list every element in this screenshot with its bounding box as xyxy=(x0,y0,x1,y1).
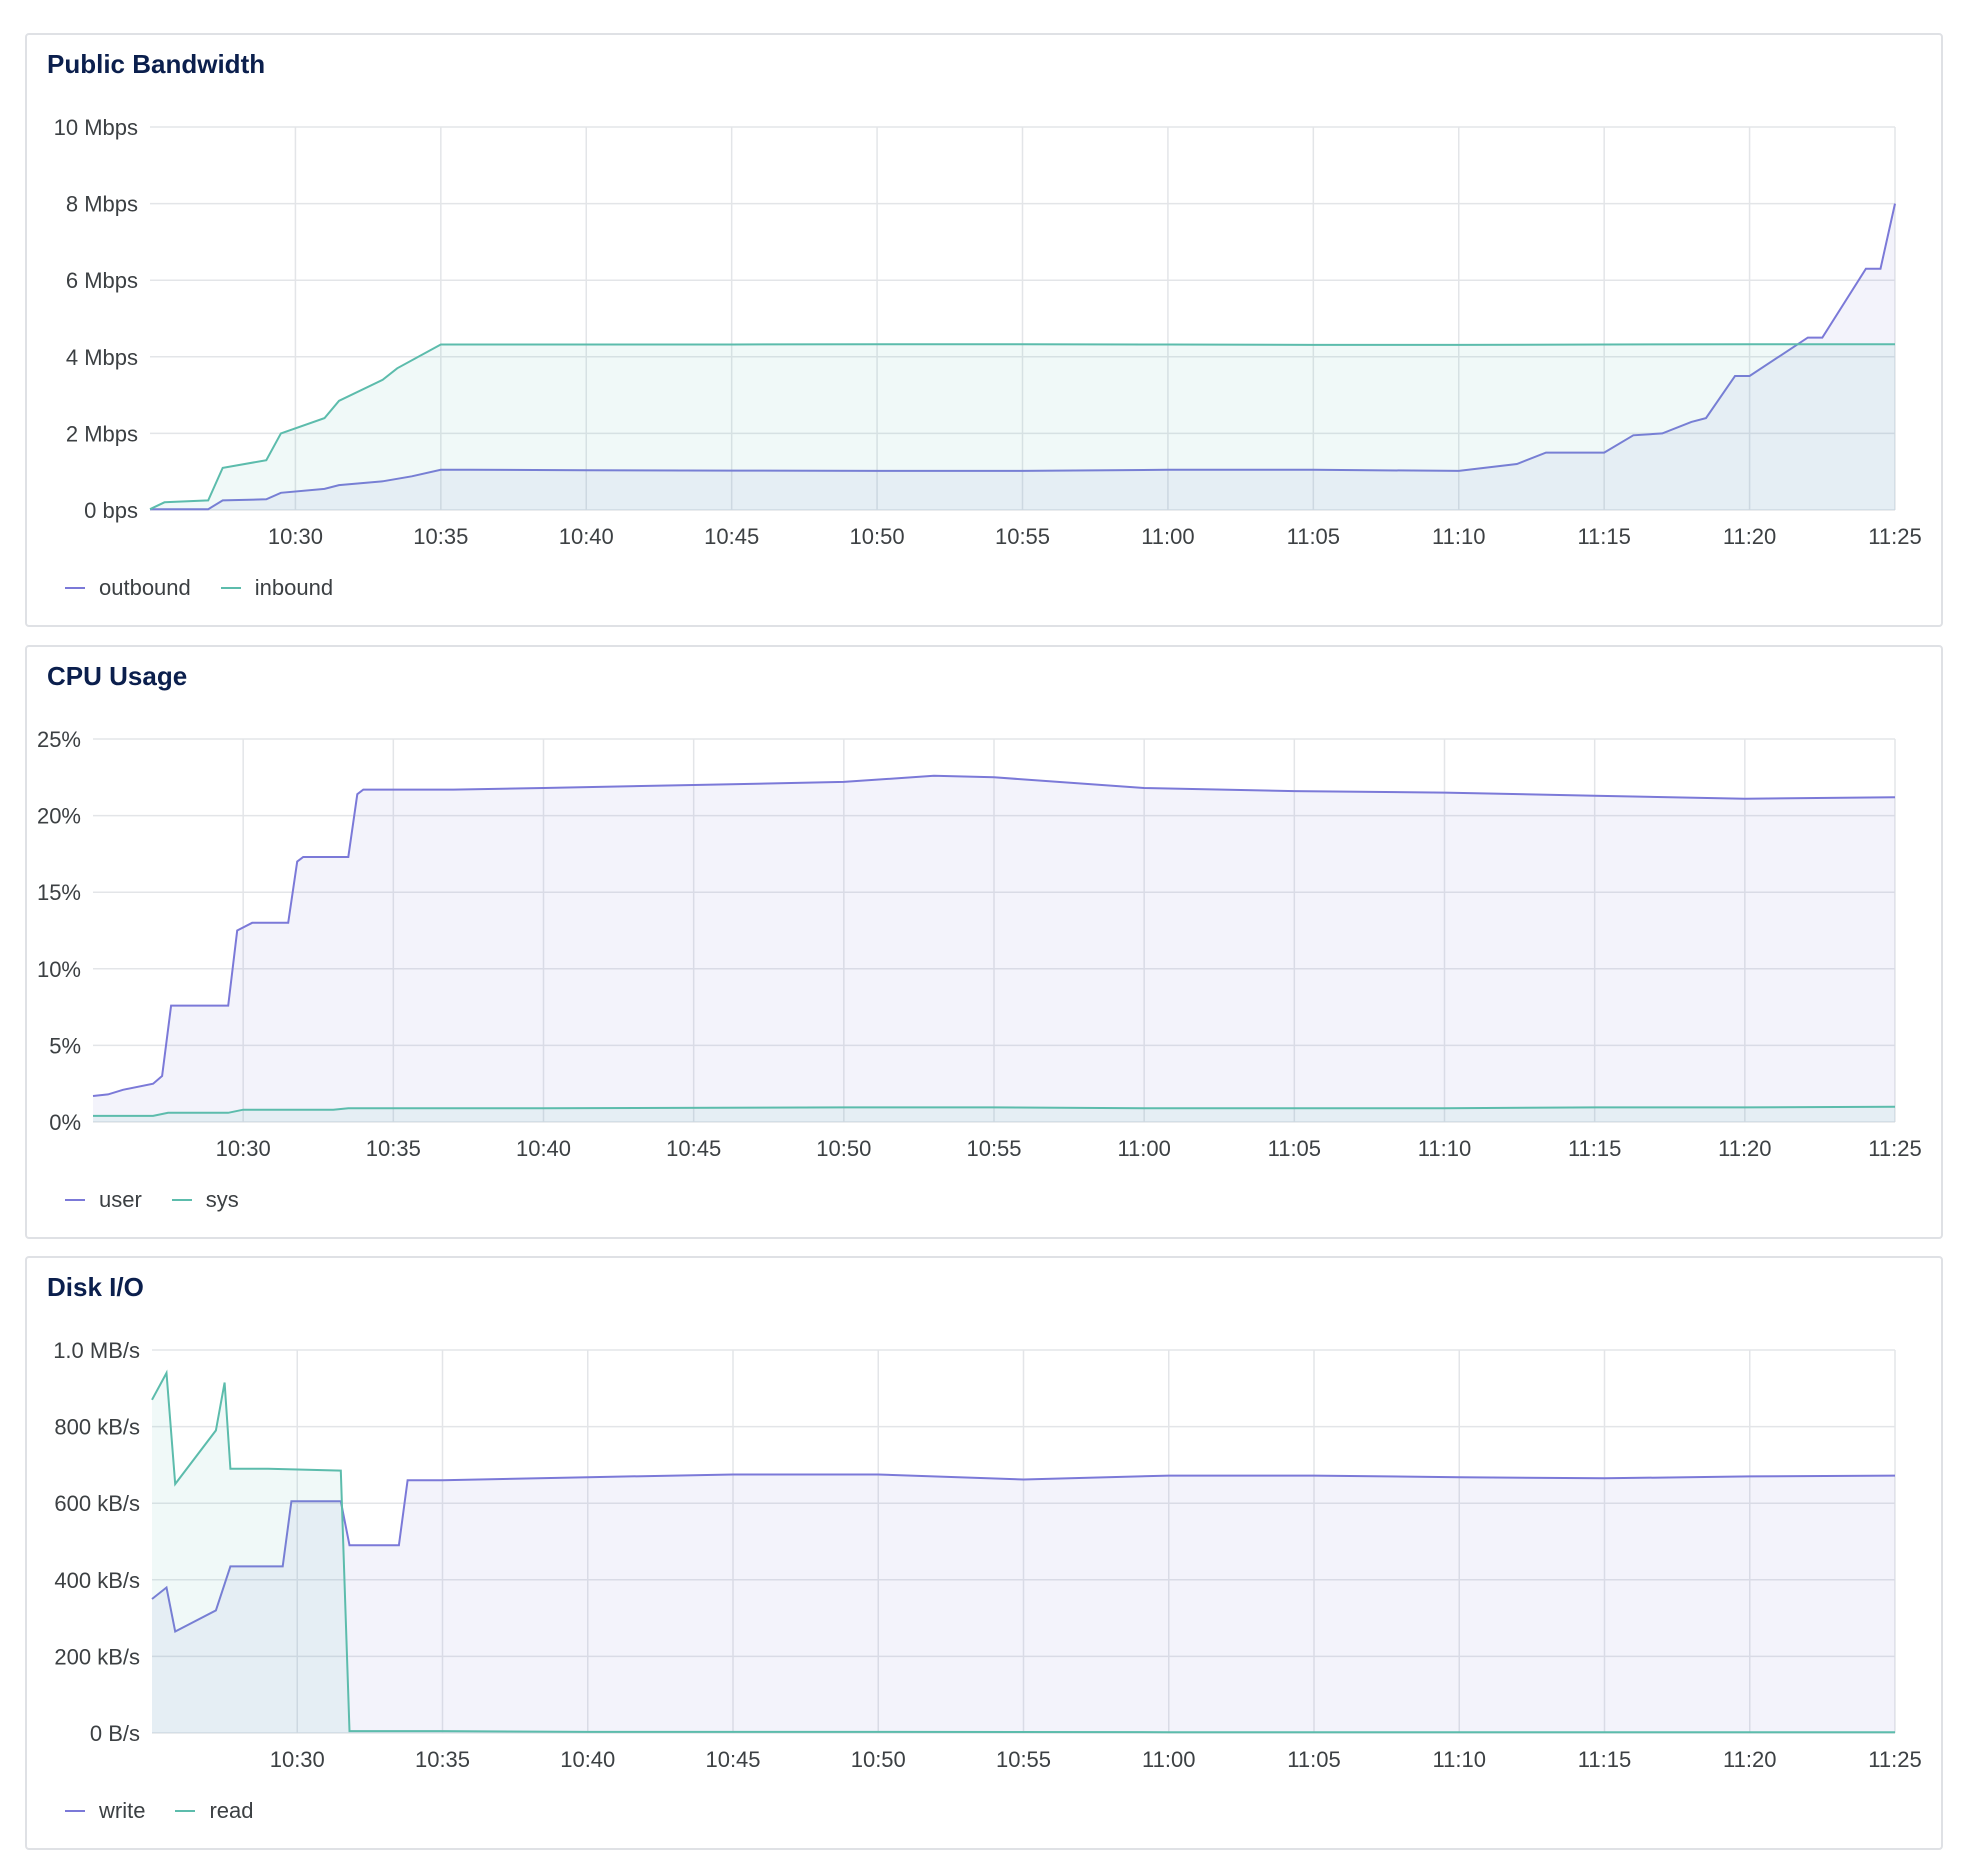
x-tick-label: 11:25 xyxy=(1868,524,1921,549)
y-tick-label: 6 Mbps xyxy=(66,268,138,293)
series-line-sys[interactable] xyxy=(93,1105,1896,1117)
x-tick-label: 11:05 xyxy=(1268,1136,1321,1161)
line-swatch-icon xyxy=(65,1199,85,1201)
y-tick-label: 0% xyxy=(49,1110,81,1135)
x-tick-label: 10:45 xyxy=(666,1136,721,1161)
y-tick-label: 25% xyxy=(37,727,81,752)
x-tick-label: 10:55 xyxy=(996,1747,1051,1772)
disk-io-chart: 0 B/s 200 kB/s 400 kB/s 600 kB/s 800 kB/s 1.0… xyxy=(53,1338,1922,1772)
panel-public-bandwidth: Public Bandwidth 0 bps 2 Mbps 4 Mbps 6 Mbps… xyxy=(25,33,1943,627)
y-tick-label: 0 bps xyxy=(84,498,138,523)
x-tick-label: 10:50 xyxy=(816,1136,871,1161)
chart-title: Public Bandwidth xyxy=(47,49,266,79)
legend-item-user[interactable]: user xyxy=(65,1187,142,1213)
x-tick-label: 11:00 xyxy=(1142,1747,1195,1772)
y-tick-label: 10% xyxy=(37,957,81,982)
series-area-inbound xyxy=(150,344,1895,510)
x-tick-label: 11:10 xyxy=(1433,1747,1486,1772)
cpu-usage-chart: 0% 5% 10% 15% 20% 25% 10:30 10:35 10:40 10:45 10:5… xyxy=(37,727,1922,1161)
x-tick-label: 11:05 xyxy=(1287,1747,1340,1772)
x-tick-label: 10:30 xyxy=(268,524,323,549)
x-tick-label: 11:05 xyxy=(1287,524,1340,549)
y-tick-label: 4 Mbps xyxy=(66,345,138,370)
y-tick-label: 10 Mbps xyxy=(54,115,138,140)
x-tick-label: 10:40 xyxy=(560,1747,615,1772)
x-tick-label: 10:35 xyxy=(366,1136,421,1161)
legend-item-read[interactable]: read xyxy=(175,1798,254,1824)
x-tick-label: 10:35 xyxy=(415,1747,470,1772)
line-swatch-icon xyxy=(65,1810,85,1812)
chart-legend: outbound inbound xyxy=(65,575,363,601)
x-tick-label: 10:40 xyxy=(559,524,614,549)
legend-label: user xyxy=(99,1187,142,1212)
bandwidth-chart: 0 bps 2 Mbps 4 Mbps 6 Mbps 8 Mbps 10 Mbps 10:3… xyxy=(54,115,1922,549)
x-tick-label: 10:35 xyxy=(413,524,468,549)
line-swatch-icon xyxy=(171,1199,192,1201)
y-tick-label: 20% xyxy=(37,804,81,829)
panel-cpu-usage: CPU Usage 0% 5% 10% 15% 20% 25% 10:30 10:35 10:4… xyxy=(25,645,1943,1239)
x-tick-label: 11:00 xyxy=(1141,524,1194,549)
y-tick-label: 2 Mbps xyxy=(66,421,138,446)
x-tick-label: 10:40 xyxy=(516,1136,571,1161)
x-tick-label: 11:15 xyxy=(1568,1136,1621,1161)
x-tick-label: 10:55 xyxy=(966,1136,1021,1161)
y-tick-label: 400 kB/s xyxy=(54,1568,140,1593)
panel-disk-io: Disk I/O 0 B/s 200 kB/s 400 kB/s 600 kB/s 80… xyxy=(25,1256,1943,1850)
x-tick-label: 11:20 xyxy=(1723,1747,1776,1772)
chart-title: Disk I/O xyxy=(47,1272,144,1302)
y-tick-label: 0 B/s xyxy=(90,1721,140,1746)
y-tick-label: 600 kB/s xyxy=(54,1491,140,1516)
y-tick-label: 200 kB/s xyxy=(54,1644,140,1669)
x-tick-label: 11:20 xyxy=(1723,524,1776,549)
x-tick-label: 11:25 xyxy=(1868,1136,1921,1161)
legend-label: outbound xyxy=(99,575,191,600)
legend-label: inbound xyxy=(254,575,334,600)
y-tick-label: 800 kB/s xyxy=(54,1415,140,1440)
x-tick-label: 11:00 xyxy=(1117,1136,1170,1161)
series-area-outbound xyxy=(150,203,1895,510)
y-tick-label: 15% xyxy=(37,880,81,905)
legend-item-inbound[interactable]: inbound xyxy=(220,575,334,601)
x-tick-label: 10:50 xyxy=(851,1747,906,1772)
legend-label: write xyxy=(99,1798,146,1823)
line-swatch-icon xyxy=(220,587,241,589)
x-tick-label: 11:15 xyxy=(1577,524,1630,549)
series-area-sys xyxy=(93,1106,1895,1122)
legend-item-outbound[interactable]: outbound xyxy=(65,575,191,601)
y-tick-label: 8 Mbps xyxy=(66,192,138,217)
x-tick-label: 11:15 xyxy=(1578,1747,1631,1772)
x-tick-label: 11:20 xyxy=(1718,1136,1771,1161)
y-tick-label: 5% xyxy=(49,1033,81,1058)
line-swatch-icon xyxy=(175,1810,196,1812)
x-tick-label: 10:30 xyxy=(216,1136,271,1161)
x-tick-label: 10:50 xyxy=(850,524,905,549)
series-line-read[interactable] xyxy=(151,1369,1895,1734)
series-line-outbound[interactable] xyxy=(150,203,1896,511)
x-tick-label: 11:10 xyxy=(1432,524,1485,549)
series-area-read xyxy=(152,1373,1895,1733)
chart-legend: user sys xyxy=(65,1187,269,1213)
legend-label: read xyxy=(209,1798,254,1823)
legend-item-write[interactable]: write xyxy=(65,1798,145,1824)
legend-item-sys[interactable]: sys xyxy=(171,1187,239,1213)
x-tick-label: 10:55 xyxy=(995,524,1050,549)
x-tick-label: 10:30 xyxy=(270,1747,325,1772)
series-area-write xyxy=(152,1474,1895,1733)
legend-label: sys xyxy=(205,1187,239,1212)
series-area-user xyxy=(93,775,1895,1122)
x-tick-label: 10:45 xyxy=(705,1747,760,1772)
series-line-user[interactable] xyxy=(92,774,1896,1097)
chart-title: CPU Usage xyxy=(47,661,188,691)
chart-legend: write read xyxy=(65,1798,284,1824)
y-tick-label: 1.0 MB/s xyxy=(53,1338,140,1363)
series-line-inbound[interactable] xyxy=(149,343,1895,511)
x-tick-label: 11:25 xyxy=(1868,1747,1921,1772)
x-tick-label: 11:10 xyxy=(1418,1136,1471,1161)
x-tick-label: 10:45 xyxy=(704,524,759,549)
series-line-write[interactable] xyxy=(151,1473,1896,1634)
line-swatch-icon xyxy=(65,587,85,589)
